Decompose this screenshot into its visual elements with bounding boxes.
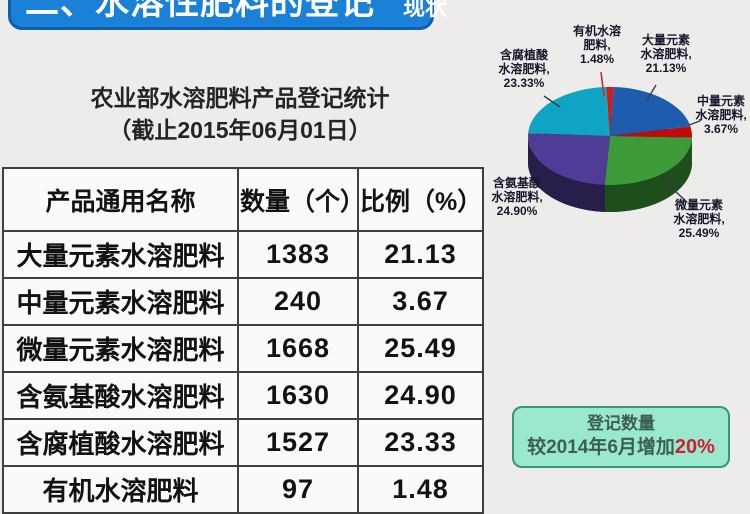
callout-line1: 登记数量 xyxy=(514,414,728,434)
pie-label-humic-acid: 含腐植酸 水溶肥料, 23.33% xyxy=(488,48,560,90)
growth-callout: 登记数量 较2014年6月增加20% xyxy=(512,406,730,468)
pie-label-medium: 中量元素 水溶肥料, 3.67% xyxy=(691,94,750,136)
pie-slice xyxy=(528,87,610,136)
pie-label-organic: 有机水溶 肥料, 1.48% xyxy=(566,24,628,66)
callout-line2: 较2014年6月增加20% xyxy=(514,434,728,461)
pie-slices-group xyxy=(528,87,692,212)
callout-line2-prefix: 较2014年6月增加 xyxy=(527,437,675,458)
pie-label-macro: 大量元素 水溶肥料, 21.13% xyxy=(630,33,702,75)
callout-growth-percent: 20% xyxy=(675,436,715,458)
pie-label-micro: 微量元素 水溶肥料, 25.49% xyxy=(666,198,732,240)
pie-label-amino-acid: 含氨基酸 水溶肥料, 24.90% xyxy=(484,176,550,218)
